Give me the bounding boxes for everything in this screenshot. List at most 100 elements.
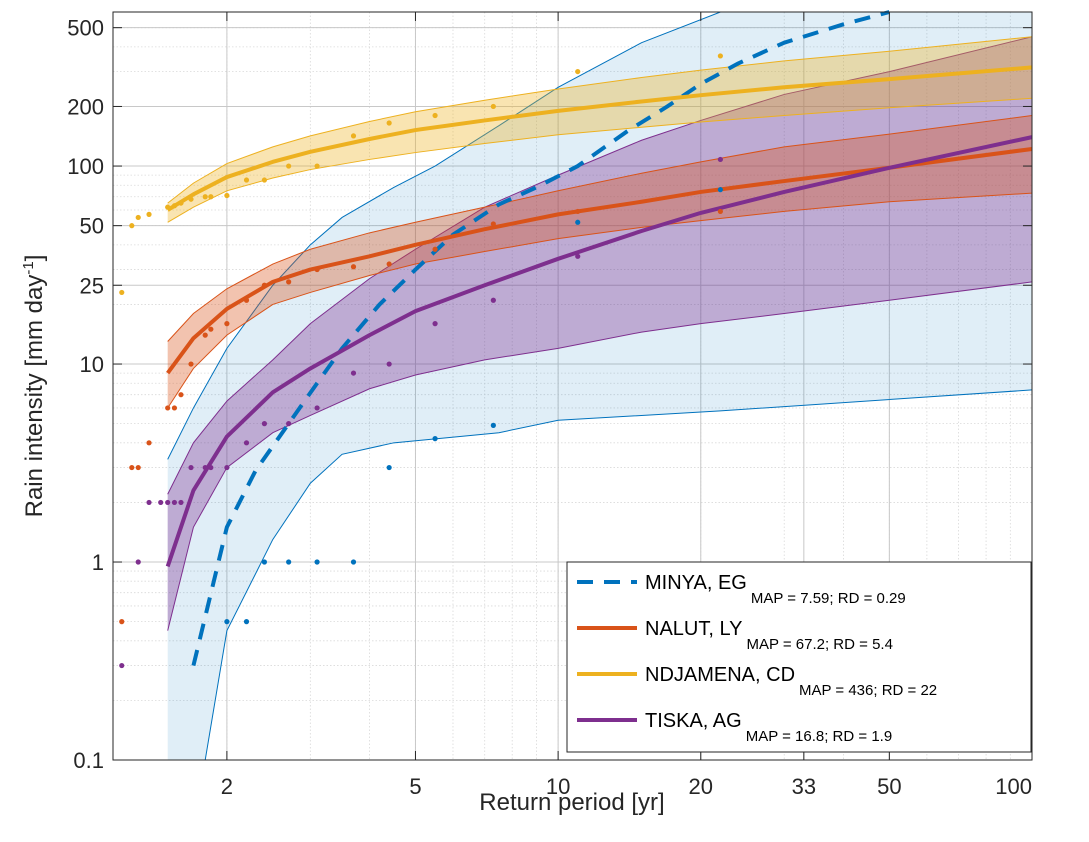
- y-axis-label-main: Rain intensity [mm day: [21, 275, 48, 518]
- nalut-observed-point: [575, 208, 581, 215]
- tiska-observed-point: [208, 464, 214, 471]
- ndjamena-observed-point: [432, 112, 438, 119]
- y-tick-label: 25: [80, 273, 104, 298]
- minya-observed-point: [575, 219, 581, 225]
- tiska-upper-bound: [167, 36, 1033, 495]
- observed-points: [119, 53, 723, 669]
- y-tick-label: 50: [80, 214, 104, 239]
- tiska-observed-point: [350, 370, 357, 376]
- tiska-observed-point: [165, 499, 171, 506]
- minya-observed-point: [243, 619, 250, 625]
- tiska-lower-bound: [167, 281, 1033, 631]
- y-axis-label: Rain intensity [mm day-1]: [20, 255, 48, 518]
- nalut-fit-line: [166, 146, 1033, 375]
- nalut-observed-point: [432, 246, 438, 252]
- minya-upper-bound: [167, 11, 1032, 460]
- ndjamena-observed-point: [717, 53, 723, 59]
- axis-ticks: [113, 12, 1033, 761]
- nalut-observed-point: [490, 221, 496, 227]
- tiska-observed-point: [243, 440, 250, 446]
- minya-observed-point: [261, 559, 268, 565]
- x-tick-label: 50: [877, 774, 901, 799]
- ndjamena-legend-name: NDJAMENA, CD: [645, 664, 795, 686]
- minya-legend-name: MINYA, EG: [645, 572, 747, 594]
- x-tick-label: 100: [995, 774, 1032, 799]
- ndjamena-observed-point: [119, 289, 125, 296]
- ndjamena-observed-point: [135, 214, 141, 221]
- y-tick-label: 100: [67, 154, 104, 179]
- legend-box: [566, 561, 1032, 753]
- ndjamena-observed-point: [208, 194, 214, 200]
- ndjamena-observed-point: [129, 223, 135, 229]
- nalut-observed-point: [261, 282, 268, 288]
- tiska-observed-point: [202, 464, 208, 471]
- ndjamena-observed-point: [146, 211, 152, 217]
- x-tick-label: 2: [221, 774, 233, 799]
- nalut-upper-bound: [167, 115, 1033, 342]
- tiska-observed-point: [717, 156, 723, 163]
- tiska-legend-label: TISKA, AGMAP = 16.8; RD = 1.9: [645, 710, 892, 745]
- minya-fit-line: [191, 10, 890, 667]
- tiska-observed-point: [178, 499, 184, 506]
- y-axis-label-end: ]: [21, 255, 48, 262]
- tiska-observed-point: [119, 662, 125, 669]
- minya-observed-point: [717, 187, 723, 193]
- x-tick-label: 10: [546, 774, 570, 799]
- nalut-band: [167, 115, 1032, 408]
- tiska-legend-stats: MAP = 16.8; RD = 1.9: [746, 728, 892, 745]
- nalut-observed-point: [135, 464, 141, 471]
- nalut-observed-point: [178, 392, 184, 398]
- y-tick-label: 200: [67, 94, 104, 119]
- y-tick-label: 10: [80, 352, 104, 377]
- x-tick-label: 5: [409, 774, 421, 799]
- tiska-observed-point: [146, 499, 152, 506]
- ndjamena-upper-bound: [167, 36, 1033, 204]
- nalut-legend-stats: MAP = 67.2; RD = 5.4: [746, 636, 892, 653]
- tiska-observed-point: [135, 559, 141, 565]
- minya-lower-bound: [167, 389, 1033, 761]
- x-axis-label: Return period [yr]: [479, 789, 664, 816]
- ndjamena-observed-point: [314, 163, 320, 169]
- tiska-observed-point: [432, 321, 438, 327]
- nalut-observed-point: [350, 264, 357, 270]
- minya-legend-label: MINYA, EGMAP = 7.59; RD = 0.29: [645, 572, 906, 607]
- tiska-observed-point: [188, 464, 194, 471]
- y-tick-label: 500: [67, 16, 104, 41]
- nalut-observed-point: [386, 261, 392, 267]
- nalut-observed-point: [243, 297, 250, 303]
- minya-observed-point: [386, 464, 392, 471]
- ndjamena-observed-point: [202, 194, 208, 200]
- nalut-observed-point: [146, 440, 152, 446]
- x-tick-label: 20: [689, 774, 713, 799]
- nalut-observed-point: [286, 279, 292, 285]
- y-axis-label-sup: -1: [20, 261, 37, 274]
- tiska-observed-point: [286, 421, 292, 427]
- tiska-observed-point: [575, 253, 581, 259]
- minya-observed-point: [224, 619, 230, 625]
- ndjamena-observed-point: [386, 120, 392, 126]
- nalut-observed-point: [717, 208, 723, 215]
- ndjamena-observed-point: [188, 196, 194, 202]
- nalut-observed-point: [188, 361, 194, 367]
- ndjamena-legend-stats: MAP = 436; RD = 22: [799, 682, 937, 699]
- ndjamena-observed-point: [165, 204, 171, 210]
- ndjamena-observed-point: [243, 177, 250, 183]
- ndjamena-observed-point: [350, 133, 357, 139]
- fitted-curves: [165, 10, 1033, 667]
- minya-observed-point: [314, 559, 320, 565]
- nalut-legend-name: NALUT, LY: [645, 618, 742, 640]
- y-tick-labels: 0.1 1 10 25 50 100 200 500: [67, 16, 104, 773]
- minya-band: [167, 12, 1032, 760]
- y-tick-label: 1: [92, 550, 104, 575]
- ndjamena-observed-point: [575, 68, 581, 75]
- tiska-observed-point: [314, 405, 320, 411]
- nalut-observed-point: [165, 405, 171, 411]
- plot-frame: [112, 11, 1033, 761]
- nalut-observed-point: [314, 266, 320, 273]
- minya-observed-point: [490, 422, 496, 428]
- minya-legend-stats: MAP = 7.59; RD = 0.29: [751, 590, 906, 607]
- nalut-observed-point: [208, 326, 214, 332]
- nalut-observed-point: [129, 464, 135, 471]
- ndjamena-legend-label: NDJAMENA, CDMAP = 436; RD = 22: [645, 664, 937, 699]
